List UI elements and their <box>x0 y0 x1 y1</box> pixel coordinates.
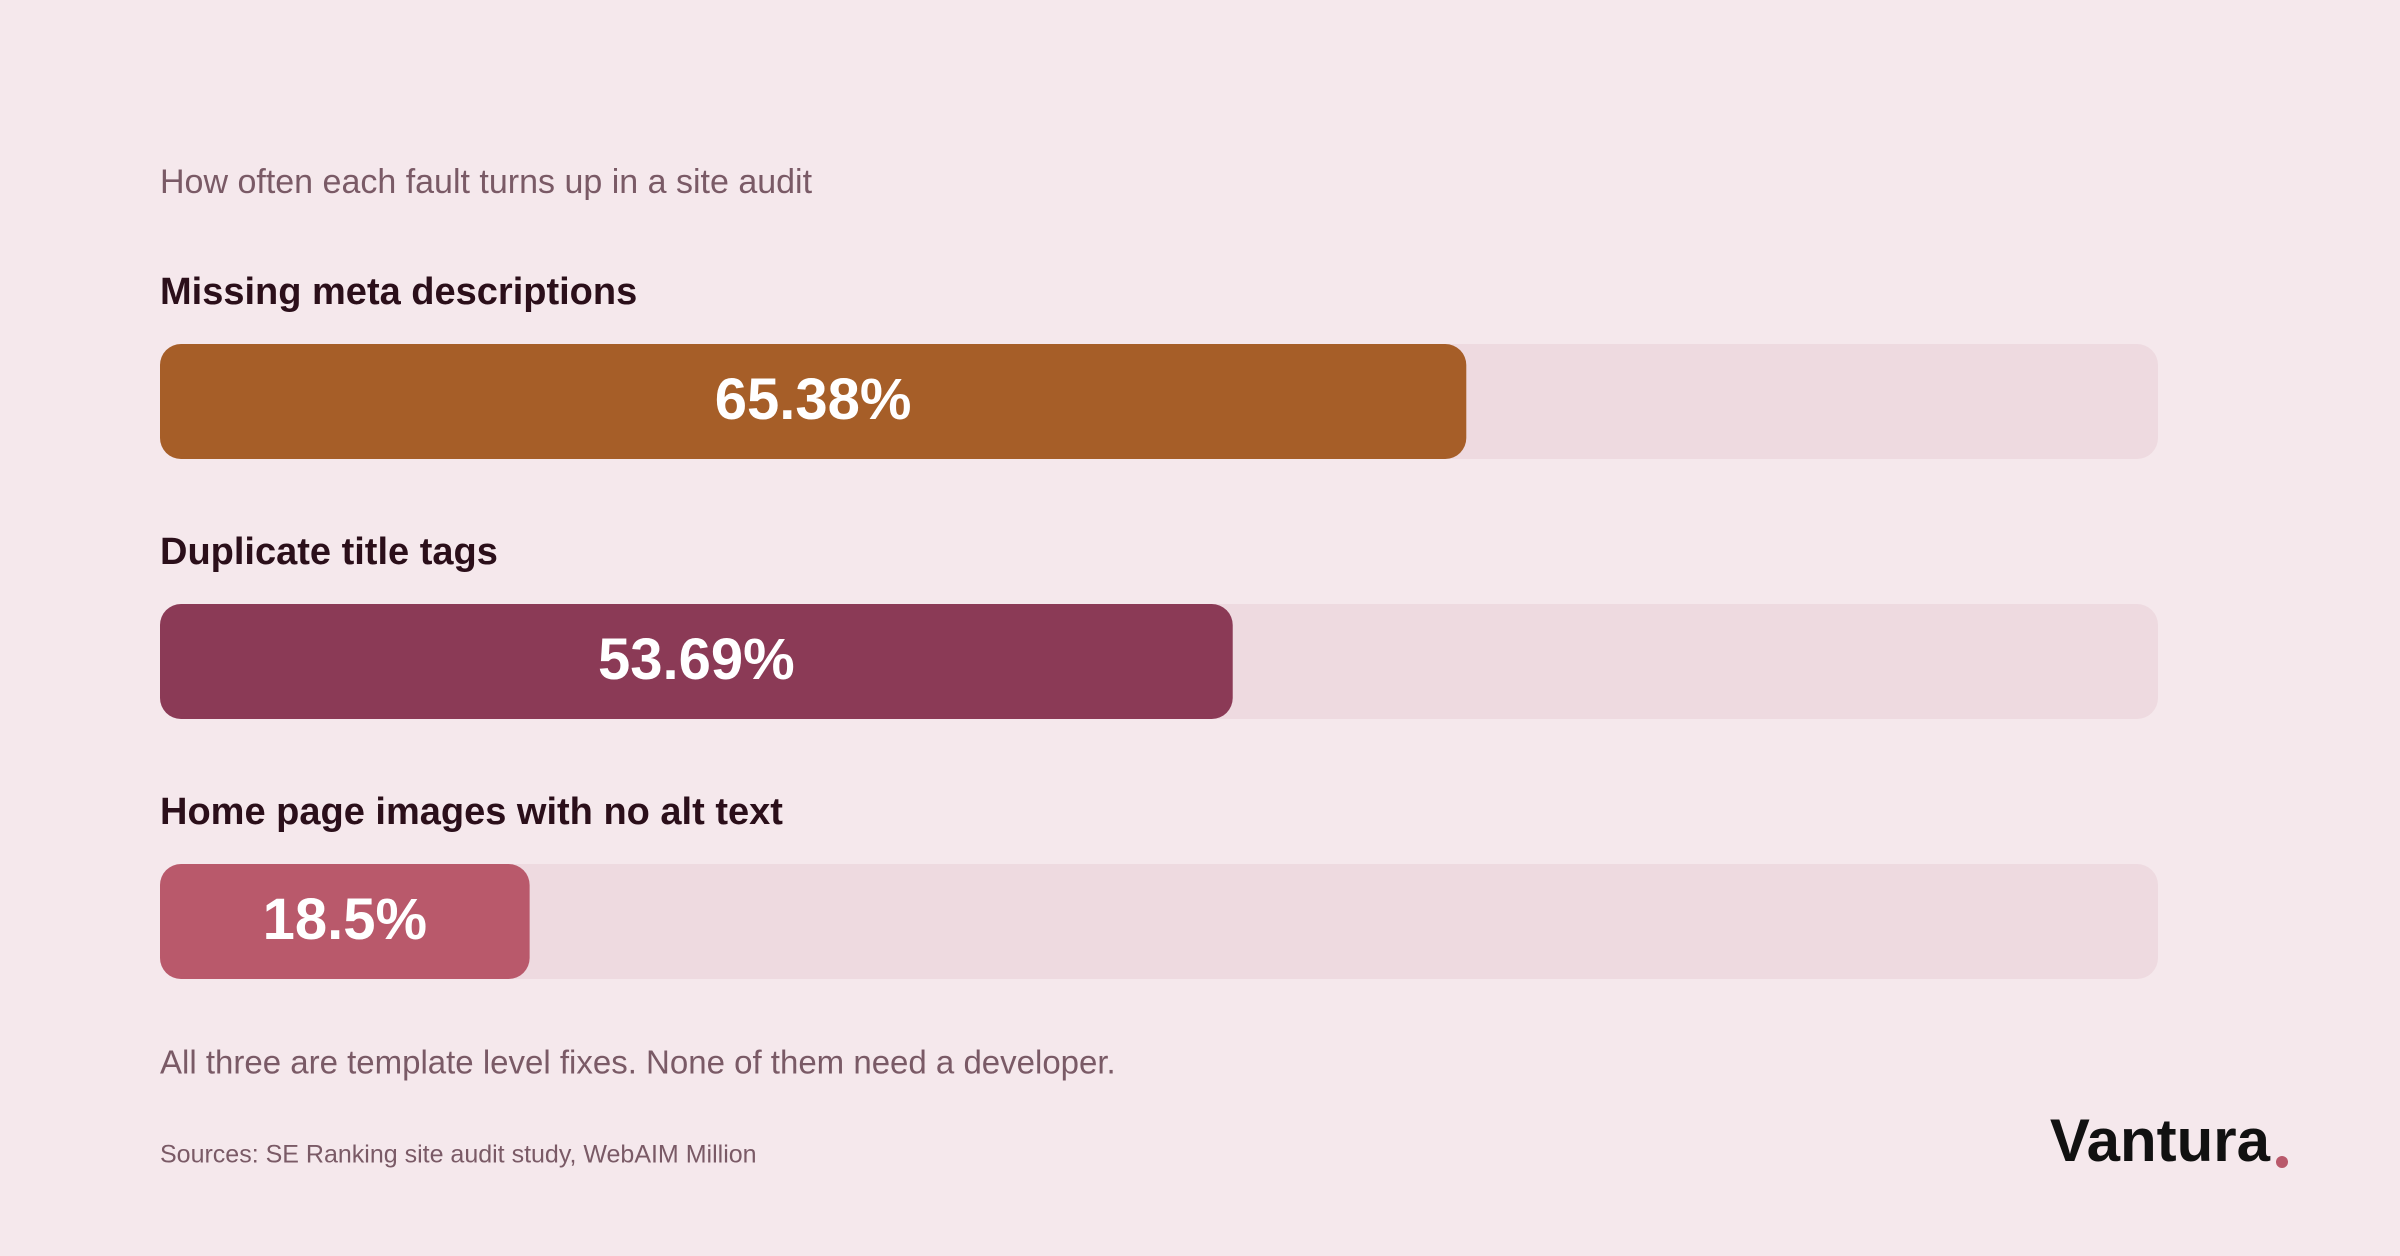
source: Sources: SE Ranking site audit study, We… <box>160 1141 757 1169</box>
bar <box>160 864 530 979</box>
brand: Vantura <box>2050 1107 2271 1174</box>
note: All three are template level fixes. None… <box>160 1044 1116 1081</box>
value-label: 65.38% <box>715 367 912 432</box>
subtitle: How often each fault turns up in a site … <box>160 163 813 201</box>
category-label: Home page images with no alt text <box>160 791 783 833</box>
bar <box>160 344 1467 459</box>
category-label: Missing meta descriptions <box>160 271 637 313</box>
value-label: 18.5% <box>263 887 427 952</box>
category-label: Duplicate title tags <box>160 531 498 573</box>
value-label: 53.69% <box>598 627 795 692</box>
bar-track <box>160 864 2158 979</box>
brand-dot <box>2276 1156 2288 1168</box>
bar <box>160 604 1233 719</box>
